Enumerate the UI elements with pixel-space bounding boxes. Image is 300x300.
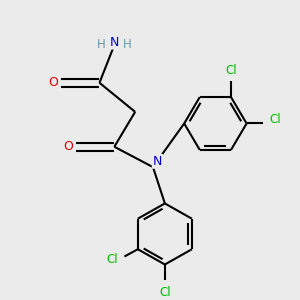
Text: Cl: Cl [159,286,171,298]
Text: H: H [123,38,132,52]
Text: H: H [97,38,105,52]
Text: N: N [110,36,119,49]
Text: N: N [153,155,162,168]
Text: Cl: Cl [269,112,281,126]
Text: O: O [63,140,73,153]
Text: Cl: Cl [107,253,118,266]
Text: Cl: Cl [225,64,237,77]
Text: O: O [49,76,58,89]
